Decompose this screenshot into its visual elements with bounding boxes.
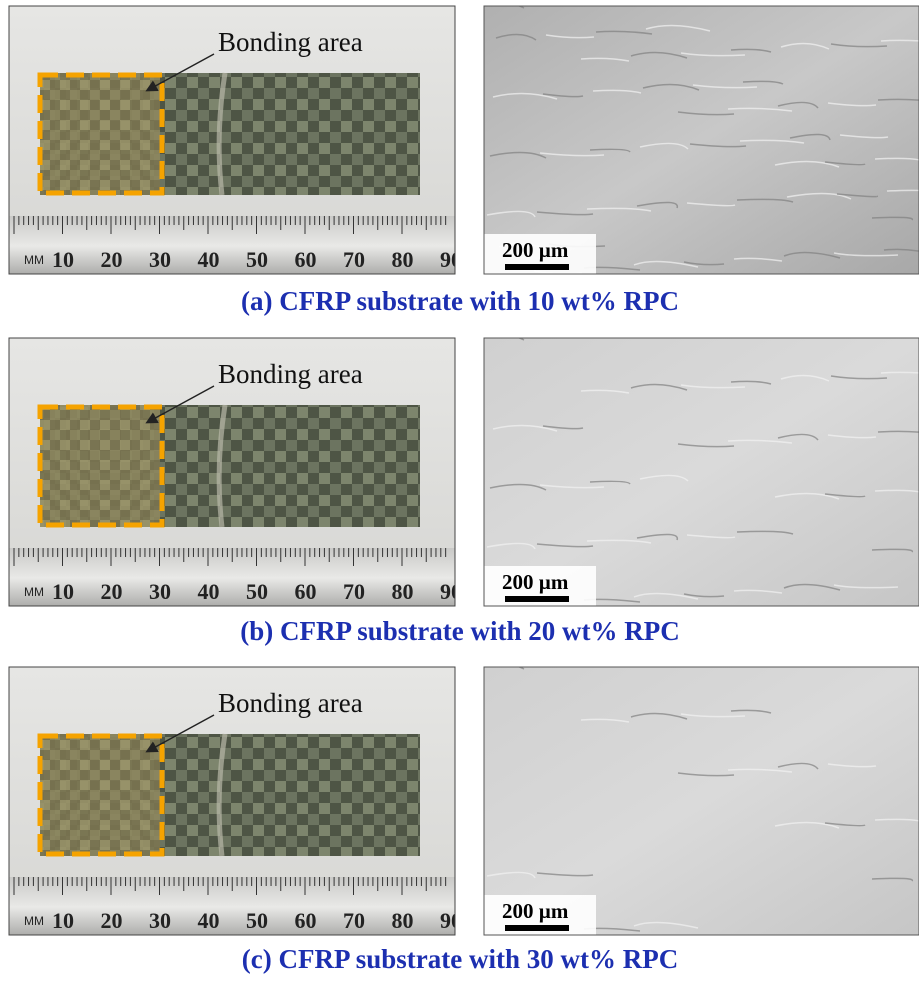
bonding-label: Bonding area xyxy=(218,359,363,389)
scale-bar xyxy=(505,264,569,270)
ruler-label: 20 xyxy=(101,908,123,933)
ruler-label: 30 xyxy=(149,247,171,272)
photo: Bonding area MM 10 20 30 40 50 60 70 80 90 xyxy=(9,667,462,937)
ruler-label: 10 xyxy=(52,579,74,604)
photo: Bonding area MM 10 20 30 40 50 60 70 80 90 xyxy=(9,6,462,276)
ruler-label: 50 xyxy=(246,908,268,933)
ruler-label: 40 xyxy=(198,579,220,604)
figure: Bonding area MM 10 20 30 40 50 60 70 80 90 200 µm (a… xyxy=(0,0,919,986)
ruler-label: 60 xyxy=(295,579,317,604)
ruler-label: 80 xyxy=(392,247,414,272)
ruler-label: 90 xyxy=(440,579,462,604)
panel: Bonding area MM 10 20 30 40 50 60 70 80 90 200 µm (b… xyxy=(9,334,919,646)
bonding-label: Bonding area xyxy=(218,688,363,718)
ruler-label: 80 xyxy=(392,579,414,604)
sem-image: 200 µm xyxy=(484,334,919,606)
sem-image: 200 µm xyxy=(484,663,919,935)
ruler-label: 70 xyxy=(343,908,365,933)
ruler-label: 40 xyxy=(198,908,220,933)
ruler-label: 60 xyxy=(295,908,317,933)
bonded-region xyxy=(40,405,160,527)
bonded-region xyxy=(40,73,160,195)
ruler-label: 50 xyxy=(246,579,268,604)
ruler-unit: MM xyxy=(24,253,44,267)
ruler-label: 30 xyxy=(149,579,171,604)
bonded-region xyxy=(40,734,160,856)
ruler-label: 90 xyxy=(440,908,462,933)
panel: Bonding area MM 10 20 30 40 50 60 70 80 90 200 µm (a… xyxy=(9,2,919,316)
sem-bg xyxy=(484,667,919,935)
scale-label: 200 µm xyxy=(502,899,569,923)
ruler-label: 80 xyxy=(392,908,414,933)
sem-image: 200 µm xyxy=(484,2,919,274)
caption: (b) CFRP substrate with 20 wt% RPC xyxy=(240,616,679,646)
ruler-label: 50 xyxy=(246,247,268,272)
scale-label: 200 µm xyxy=(502,570,569,594)
photo: Bonding area MM 10 20 30 40 50 60 70 80 90 xyxy=(9,338,462,608)
ruler-label: 70 xyxy=(343,579,365,604)
ruler-label: 60 xyxy=(295,247,317,272)
bonding-label: Bonding area xyxy=(218,27,363,57)
caption: (a) CFRP substrate with 10 wt% RPC xyxy=(241,286,679,316)
ruler-label: 10 xyxy=(52,908,74,933)
ruler-unit: MM xyxy=(24,585,44,599)
ruler-label: 70 xyxy=(343,247,365,272)
panel: Bonding area MM 10 20 30 40 50 60 70 80 90 200 µm (c… xyxy=(9,663,919,974)
ruler-label: 30 xyxy=(149,908,171,933)
ruler-label: 10 xyxy=(52,247,74,272)
ruler-label: 20 xyxy=(101,247,123,272)
ruler-unit: MM xyxy=(24,914,44,928)
scale-bar xyxy=(505,596,569,602)
scale-bar xyxy=(505,925,569,931)
caption: (c) CFRP substrate with 30 wt% RPC xyxy=(242,944,678,974)
scale-label: 200 µm xyxy=(502,238,569,262)
ruler-label: 40 xyxy=(198,247,220,272)
ruler-label: 20 xyxy=(101,579,123,604)
ruler-label: 90 xyxy=(440,247,462,272)
